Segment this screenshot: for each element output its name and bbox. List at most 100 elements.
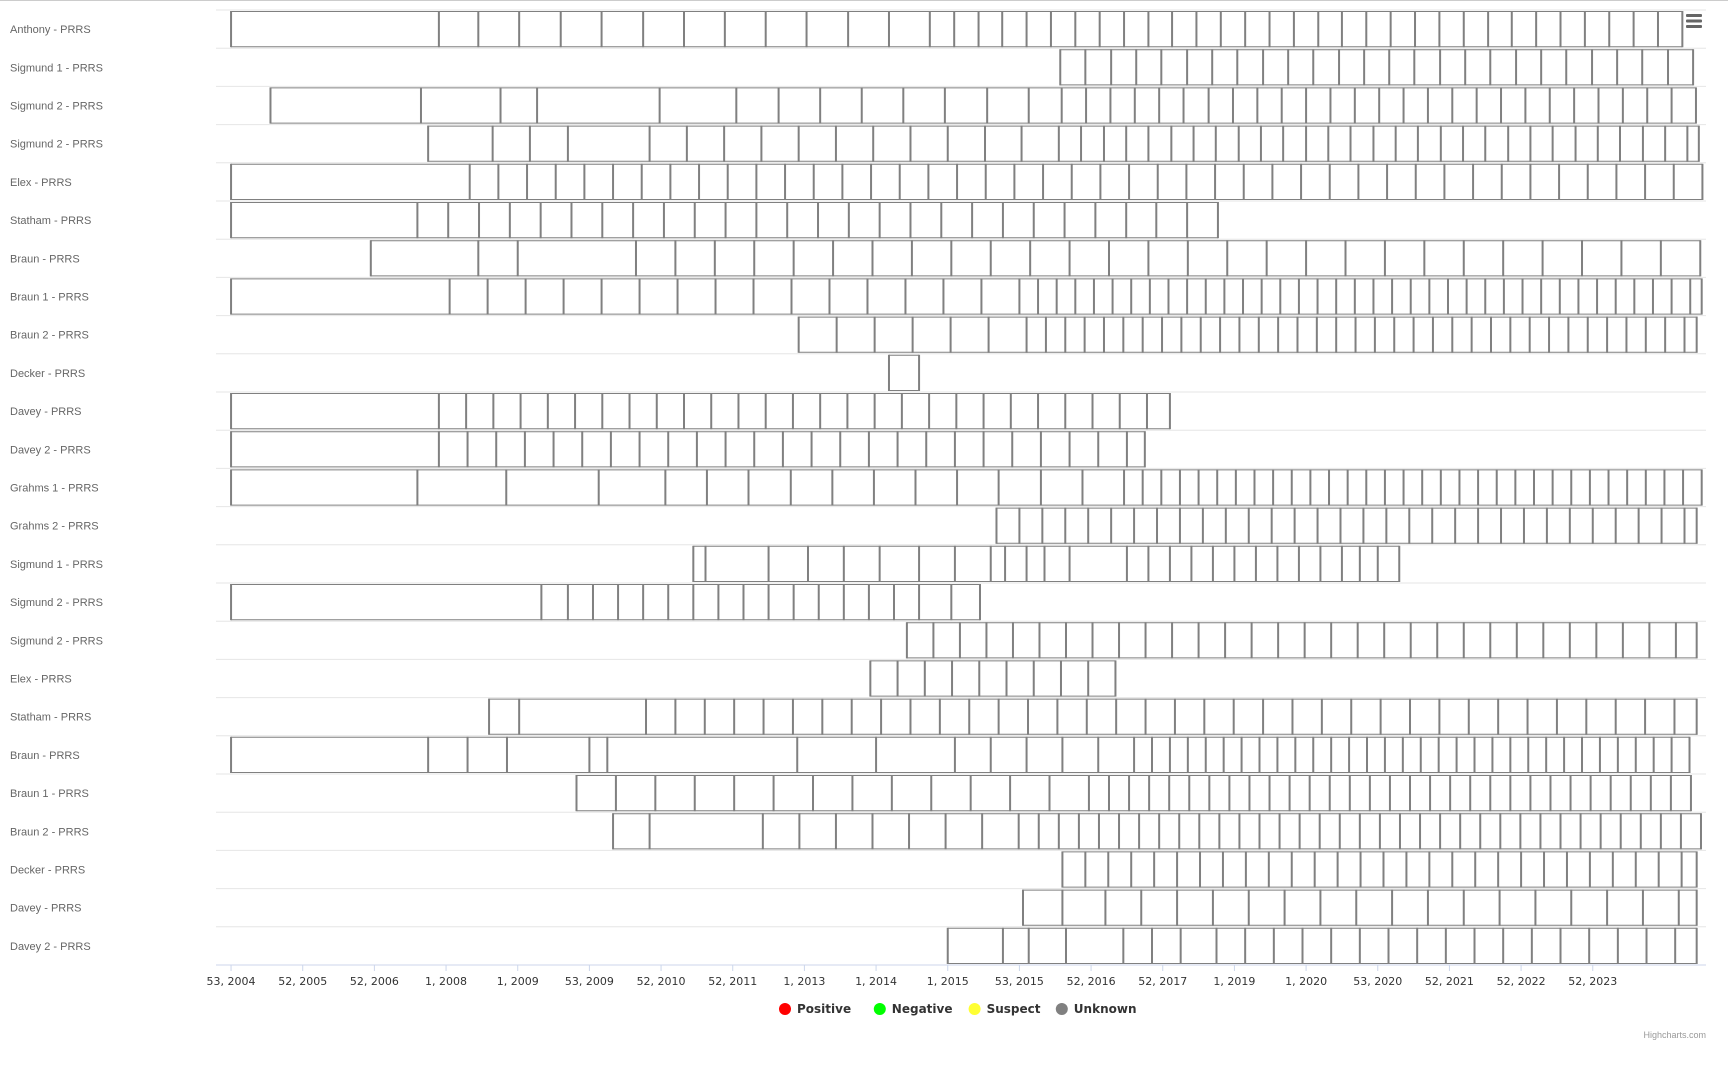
data-point[interactable]	[918, 584, 921, 621]
data-point[interactable]	[1204, 278, 1207, 315]
data-point[interactable]	[1179, 927, 1182, 964]
data-point[interactable]	[1646, 87, 1649, 124]
data-point[interactable]	[1319, 545, 1322, 582]
data-point[interactable]	[1446, 278, 1449, 315]
data-point[interactable]	[1148, 775, 1151, 812]
data-point[interactable]	[1068, 240, 1071, 277]
data-point[interactable]	[1549, 775, 1552, 812]
data-point[interactable]	[1168, 736, 1171, 773]
data-point[interactable]	[1265, 240, 1268, 277]
data-point[interactable]	[1340, 545, 1343, 582]
data-point[interactable]	[1645, 927, 1648, 964]
data-point[interactable]	[1279, 278, 1282, 315]
data-point[interactable]	[1160, 469, 1163, 506]
data-point[interactable]	[1330, 622, 1333, 659]
data-point[interactable]	[1282, 125, 1285, 162]
data-point[interactable]	[1027, 927, 1030, 964]
data-point[interactable]	[1158, 87, 1161, 124]
data-point[interactable]	[953, 431, 956, 468]
data-point[interactable]	[1398, 813, 1401, 850]
data-point[interactable]	[518, 698, 521, 735]
data-point[interactable]	[1107, 851, 1110, 888]
data-point[interactable]	[997, 698, 1000, 735]
data-point[interactable]	[1296, 316, 1299, 353]
data-point[interactable]	[767, 584, 770, 621]
data-point[interactable]	[1353, 87, 1356, 124]
data-point[interactable]	[703, 698, 706, 735]
data-point[interactable]	[1426, 87, 1429, 124]
data-point[interactable]	[1011, 431, 1014, 468]
data-point[interactable]	[1208, 775, 1211, 812]
data-point[interactable]	[928, 11, 931, 48]
data-point[interactable]	[1099, 163, 1102, 200]
data-point[interactable]	[1414, 11, 1417, 48]
data-point[interactable]	[760, 125, 763, 162]
data-point[interactable]	[1328, 163, 1331, 200]
data-point[interactable]	[850, 698, 853, 735]
data-point[interactable]	[1336, 851, 1339, 888]
data-point[interactable]	[908, 813, 911, 850]
data-point[interactable]	[1355, 889, 1358, 926]
data-point[interactable]	[1484, 278, 1487, 315]
data-point[interactable]	[1025, 11, 1028, 48]
data-point[interactable]	[1356, 622, 1359, 659]
data-point[interactable]	[1349, 125, 1352, 162]
data-point[interactable]	[1308, 775, 1311, 812]
data-point[interactable]	[492, 393, 495, 430]
data-point[interactable]	[950, 584, 953, 621]
data-point[interactable]	[1001, 11, 1004, 48]
data-point[interactable]	[1242, 163, 1245, 200]
data-point[interactable]	[1140, 889, 1143, 926]
data-point[interactable]	[1118, 393, 1121, 430]
data-point[interactable]	[1102, 316, 1105, 353]
data-point[interactable]	[1222, 736, 1225, 773]
data-point[interactable]	[1097, 431, 1100, 468]
data-point[interactable]	[1674, 927, 1677, 964]
data-point[interactable]	[1277, 316, 1280, 353]
data-point[interactable]	[1543, 851, 1546, 888]
data-point[interactable]	[724, 431, 727, 468]
data-point[interactable]	[1039, 431, 1042, 468]
legend-item[interactable]: Suspect	[968, 1002, 1041, 1016]
data-point[interactable]	[468, 163, 471, 200]
data-point[interactable]	[1276, 545, 1279, 582]
legend-item[interactable]: Negative	[873, 1002, 953, 1016]
data-point[interactable]	[682, 393, 685, 430]
data-point[interactable]	[1074, 11, 1077, 48]
data-point[interactable]	[1186, 49, 1189, 86]
data-point[interactable]	[1097, 736, 1100, 773]
data-point[interactable]	[526, 163, 529, 200]
data-point[interactable]	[437, 393, 440, 430]
data-point[interactable]	[1020, 125, 1023, 162]
data-point[interactable]	[230, 11, 233, 48]
data-point[interactable]	[1700, 278, 1703, 315]
data-point[interactable]	[1414, 163, 1417, 200]
data-point[interactable]	[519, 393, 522, 430]
data-point[interactable]	[1426, 889, 1429, 926]
data-point[interactable]	[1203, 698, 1206, 735]
data-point[interactable]	[1467, 698, 1470, 735]
data-point[interactable]	[1185, 163, 1188, 200]
data-point[interactable]	[1548, 87, 1551, 124]
data-point[interactable]	[1429, 775, 1432, 812]
data-point[interactable]	[1615, 163, 1618, 200]
data-point[interactable]	[905, 622, 908, 659]
data-point[interactable]	[1216, 469, 1219, 506]
data-point[interactable]	[1244, 851, 1247, 888]
data-point[interactable]	[1128, 163, 1131, 200]
data-point[interactable]	[1431, 507, 1434, 544]
data-point[interactable]	[1186, 202, 1189, 239]
data-point[interactable]	[1439, 125, 1442, 162]
data-point[interactable]	[1145, 393, 1148, 430]
data-point[interactable]	[1199, 851, 1202, 888]
data-point[interactable]	[1258, 736, 1261, 773]
data-point[interactable]	[674, 698, 677, 735]
data-point[interactable]	[1043, 545, 1046, 582]
data-point[interactable]	[1098, 11, 1101, 48]
data-point[interactable]	[1211, 889, 1214, 926]
data-point[interactable]	[968, 698, 971, 735]
data-point[interactable]	[1423, 240, 1426, 277]
data-point[interactable]	[601, 393, 604, 430]
data-point[interactable]	[1670, 736, 1673, 773]
data-point[interactable]	[1529, 775, 1532, 812]
